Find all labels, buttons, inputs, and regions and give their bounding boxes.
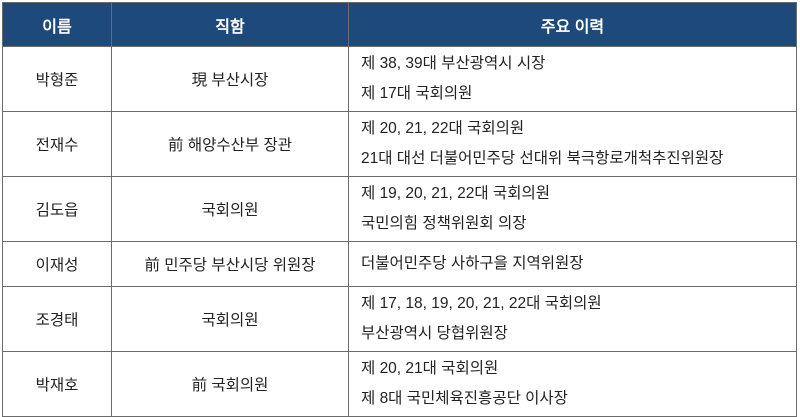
history-line: 제 19, 20, 21, 22대 국회의원: [361, 185, 550, 202]
history-line: 부산광역시 당협위원장: [361, 325, 508, 342]
history-line: 제 20, 21대 국회의원: [361, 360, 499, 377]
header-position: 직함: [111, 2, 349, 47]
table-row: 조경태 국회의원 제 17, 18, 19, 20, 21, 22대 국회의원 부산광…: [2, 286, 797, 352]
history-line: 21대 대선 더불어민주당 선대위 북극항로개척추진위원장: [361, 150, 724, 167]
table-row: 박재호 前 국회의원 제 20, 21대 국회의원 제 8대 국민체육진흥공단 이사장: [2, 351, 797, 417]
cell-name: 조경태: [2, 286, 112, 352]
cell-name: 전재수: [2, 111, 112, 177]
cell-name: 박재호: [2, 351, 112, 417]
header-row: 이름 직함 주요 이력: [2, 2, 797, 47]
cell-history: 제 20, 21, 22대 국회의원 21대 대선 더불어민주당 선대위 북극항로…: [348, 111, 797, 177]
history-line: 제 17대 국회의원: [361, 85, 473, 102]
header-history: 주요 이력: [348, 2, 797, 47]
cell-position: 前 국회의원: [111, 351, 349, 417]
history-line: 제 17, 18, 19, 20, 21, 22대 국회의원: [361, 295, 602, 312]
cell-name: 박형준: [2, 46, 112, 112]
table-row: 박형준 現 부산시장 제 38, 39대 부산광역시 시장 제 17대 국회의원: [2, 46, 797, 112]
table-row: 전재수 前 해양수산부 장관 제 20, 21, 22대 국회의원 21대 대선 더불…: [2, 111, 797, 177]
history-line: 국민의힘 정책위원회 의장: [361, 215, 527, 232]
cell-position: 前 민주당 부산시당 위원장: [111, 241, 349, 287]
cell-name: 이재성: [2, 241, 112, 287]
cell-position: 前 해양수산부 장관: [111, 111, 349, 177]
cell-position: 국회의원: [111, 176, 349, 242]
cell-position: 現 부산시장: [111, 46, 349, 112]
cell-position: 국회의원: [111, 286, 349, 352]
history-line: 더불어민주당 사하구을 지역위원장: [361, 255, 584, 272]
table-row: 이재성 前 민주당 부산시당 위원장 더불어민주당 사하구을 지역위원장: [2, 241, 797, 287]
cell-name: 김도읍: [2, 176, 112, 242]
history-line: 제 38, 39대 부산광역시 시장: [361, 55, 546, 72]
history-line: 제 20, 21, 22대 국회의원: [361, 120, 525, 137]
header-name: 이름: [2, 2, 112, 47]
table-row: 김도읍 국회의원 제 19, 20, 21, 22대 국회의원 국민의힘 정책위원회 …: [2, 176, 797, 242]
history-line: 제 8대 국민체육진흥공단 이사장: [361, 390, 568, 407]
cell-history: 더불어민주당 사하구을 지역위원장: [348, 241, 797, 287]
